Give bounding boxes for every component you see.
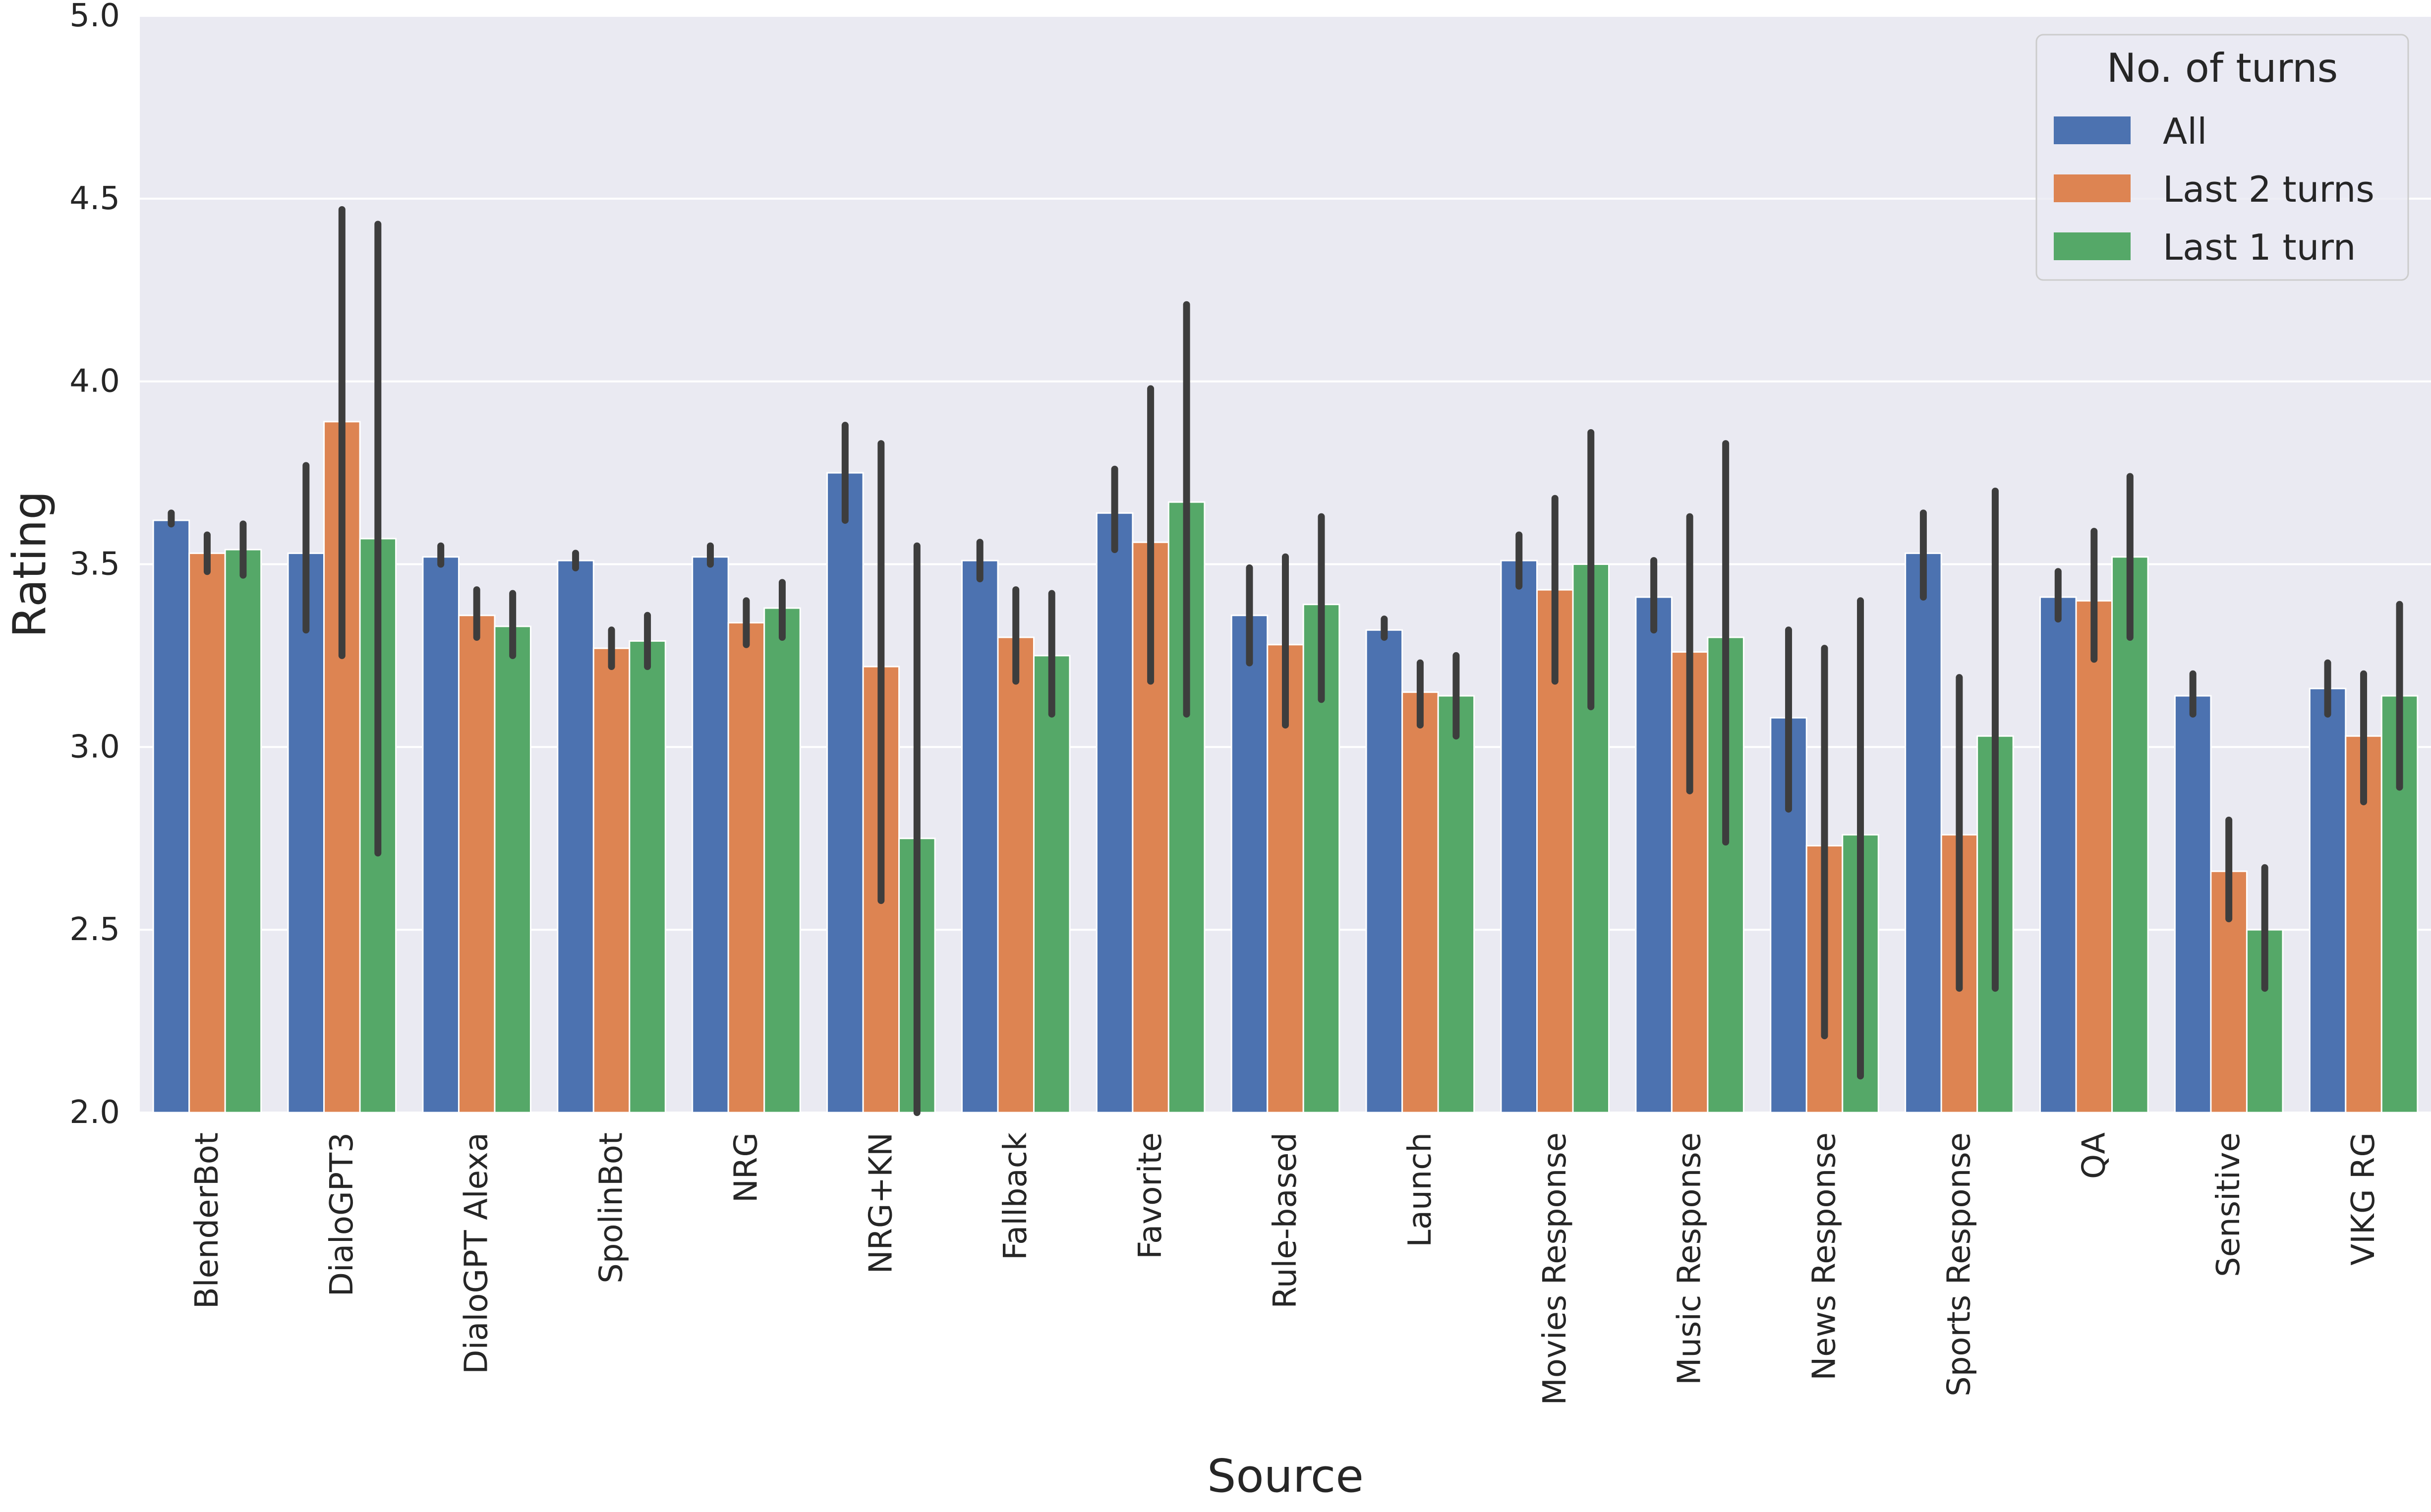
x-tick-label: Favorite xyxy=(1132,1132,1169,1259)
bar xyxy=(1500,560,1538,1114)
y-tick-label: 4.5 xyxy=(69,180,120,217)
x-tick-label: Sports Response xyxy=(1941,1132,1977,1397)
x-tick-label: VIKG RG xyxy=(2345,1132,2382,1266)
bar xyxy=(727,622,765,1114)
bar xyxy=(1437,695,1475,1114)
bar xyxy=(1365,629,1403,1114)
x-tick-label: Launch xyxy=(1402,1132,1439,1247)
bar xyxy=(1096,512,1134,1114)
bar xyxy=(763,607,801,1114)
x-tick-label: Fallback xyxy=(997,1132,1034,1260)
bar xyxy=(961,560,999,1114)
x-axis-title: Source xyxy=(1207,1450,1364,1503)
bar xyxy=(997,636,1035,1114)
bar xyxy=(2309,687,2347,1114)
bar xyxy=(458,615,496,1114)
bar xyxy=(1635,596,1673,1114)
bar xyxy=(1230,615,1269,1114)
x-tick-label: Rule-based xyxy=(1267,1132,1304,1309)
bar xyxy=(2039,596,2077,1114)
x-tick-label: SpolinBot xyxy=(593,1132,630,1284)
legend-label: Last 1 turn xyxy=(2163,226,2356,268)
bar xyxy=(2075,600,2113,1114)
bar xyxy=(1033,655,1071,1114)
bar xyxy=(592,647,631,1114)
x-tick-label: Sensitive xyxy=(2210,1132,2247,1277)
bar xyxy=(287,552,325,1114)
y-tick-label: 5.0 xyxy=(69,0,120,34)
x-tick-label: News Response xyxy=(1806,1132,1843,1381)
legend: No. of turns All Last 2 turns Last 1 turn xyxy=(2035,34,2409,281)
legend-swatch xyxy=(2054,232,2131,260)
x-tick-label: NRG xyxy=(728,1132,764,1203)
y-tick-label: 2.5 xyxy=(69,911,120,948)
x-tick-label: QA xyxy=(2076,1132,2112,1179)
bar xyxy=(692,556,729,1114)
legend-swatch xyxy=(2054,174,2131,202)
bar xyxy=(1572,563,1610,1114)
legend-label: Last 2 turns xyxy=(2163,168,2374,210)
x-tick-label: BlenderBot xyxy=(189,1132,226,1309)
bar xyxy=(188,552,226,1114)
bar xyxy=(629,640,666,1114)
x-tick-label: Movies Response xyxy=(1537,1132,1573,1405)
bar xyxy=(1401,691,1439,1114)
legend-title: No. of turns xyxy=(2107,45,2338,91)
y-tick-label: 4.0 xyxy=(69,363,120,400)
y-axis-title: Rating xyxy=(3,491,57,638)
y-tick-label: 3.0 xyxy=(69,728,120,765)
bar xyxy=(1905,552,1942,1114)
bar xyxy=(152,519,190,1114)
bar xyxy=(422,556,460,1114)
x-tick-label: DialoGPT Alexa xyxy=(459,1132,495,1374)
legend-box xyxy=(2035,34,2409,281)
bar xyxy=(494,625,531,1114)
bar xyxy=(557,560,594,1114)
bar xyxy=(1302,604,1340,1114)
legend-label: All xyxy=(2163,111,2207,152)
bar xyxy=(224,549,262,1114)
bar xyxy=(826,472,864,1114)
x-tick-label: Music Response xyxy=(1672,1132,1708,1385)
x-tick-label: NRG+KN xyxy=(863,1132,899,1274)
legend-swatch xyxy=(2054,116,2131,144)
bar xyxy=(2174,695,2212,1114)
y-tick-label: 2.0 xyxy=(69,1094,120,1131)
x-tick-label: DialoGPT3 xyxy=(324,1132,360,1296)
y-tick-label: 3.5 xyxy=(69,546,120,583)
